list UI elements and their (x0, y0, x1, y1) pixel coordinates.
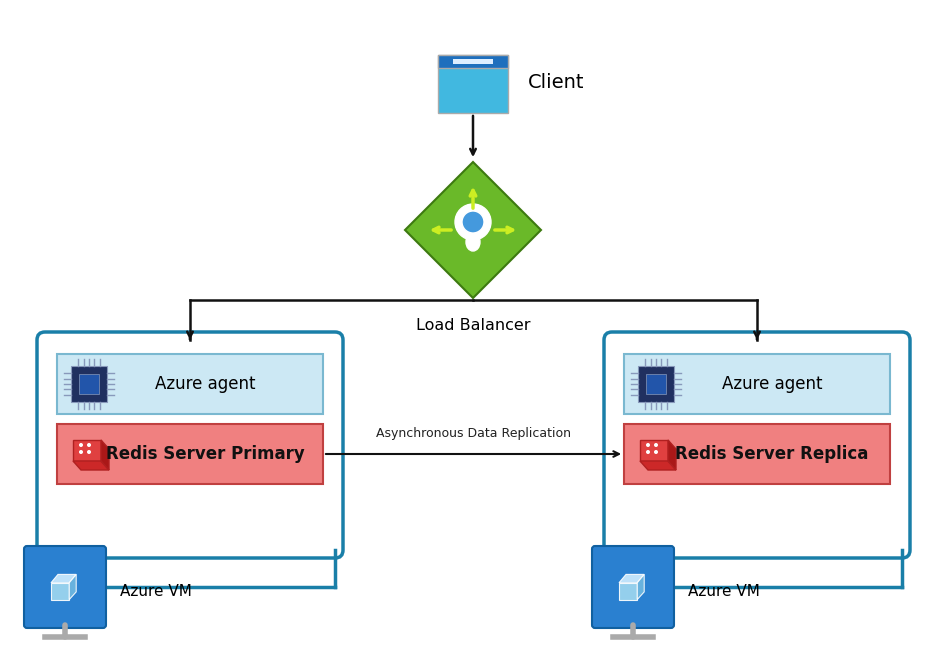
Polygon shape (619, 583, 637, 600)
Circle shape (79, 443, 83, 447)
Circle shape (455, 204, 491, 240)
Text: Azure VM: Azure VM (120, 585, 192, 599)
Polygon shape (640, 440, 668, 461)
FancyBboxPatch shape (592, 546, 674, 628)
Polygon shape (619, 574, 644, 583)
Polygon shape (405, 162, 541, 298)
Text: Client: Client (528, 74, 584, 93)
FancyBboxPatch shape (624, 424, 890, 484)
FancyBboxPatch shape (624, 354, 890, 414)
FancyBboxPatch shape (57, 424, 323, 484)
Circle shape (87, 450, 91, 454)
Polygon shape (51, 583, 69, 600)
Polygon shape (73, 440, 101, 461)
FancyBboxPatch shape (57, 354, 323, 414)
Text: Azure agent: Azure agent (154, 375, 256, 393)
FancyBboxPatch shape (438, 55, 508, 68)
FancyBboxPatch shape (71, 366, 107, 402)
Polygon shape (637, 574, 644, 600)
Polygon shape (668, 440, 676, 470)
Text: Redis Server Replica: Redis Server Replica (675, 445, 868, 463)
Polygon shape (51, 574, 76, 583)
Circle shape (654, 443, 658, 447)
Circle shape (654, 450, 658, 454)
FancyBboxPatch shape (80, 374, 98, 394)
Text: Load Balancer: Load Balancer (416, 318, 530, 333)
Circle shape (646, 443, 650, 447)
FancyBboxPatch shape (646, 374, 666, 394)
FancyBboxPatch shape (604, 332, 910, 558)
Text: Redis Server Primary: Redis Server Primary (106, 445, 304, 463)
Circle shape (79, 450, 83, 454)
FancyBboxPatch shape (24, 546, 106, 628)
FancyBboxPatch shape (453, 59, 493, 64)
FancyBboxPatch shape (438, 55, 508, 113)
Circle shape (462, 211, 484, 233)
Circle shape (87, 443, 91, 447)
Text: Azure VM: Azure VM (688, 585, 759, 599)
FancyBboxPatch shape (638, 366, 674, 402)
Polygon shape (101, 440, 109, 470)
FancyBboxPatch shape (37, 332, 343, 558)
Text: Azure agent: Azure agent (722, 375, 822, 393)
Ellipse shape (466, 233, 480, 251)
Circle shape (646, 450, 650, 454)
Polygon shape (73, 461, 109, 470)
Polygon shape (640, 461, 676, 470)
Text: Asynchronous Data Replication: Asynchronous Data Replication (376, 427, 571, 440)
Polygon shape (69, 574, 76, 600)
